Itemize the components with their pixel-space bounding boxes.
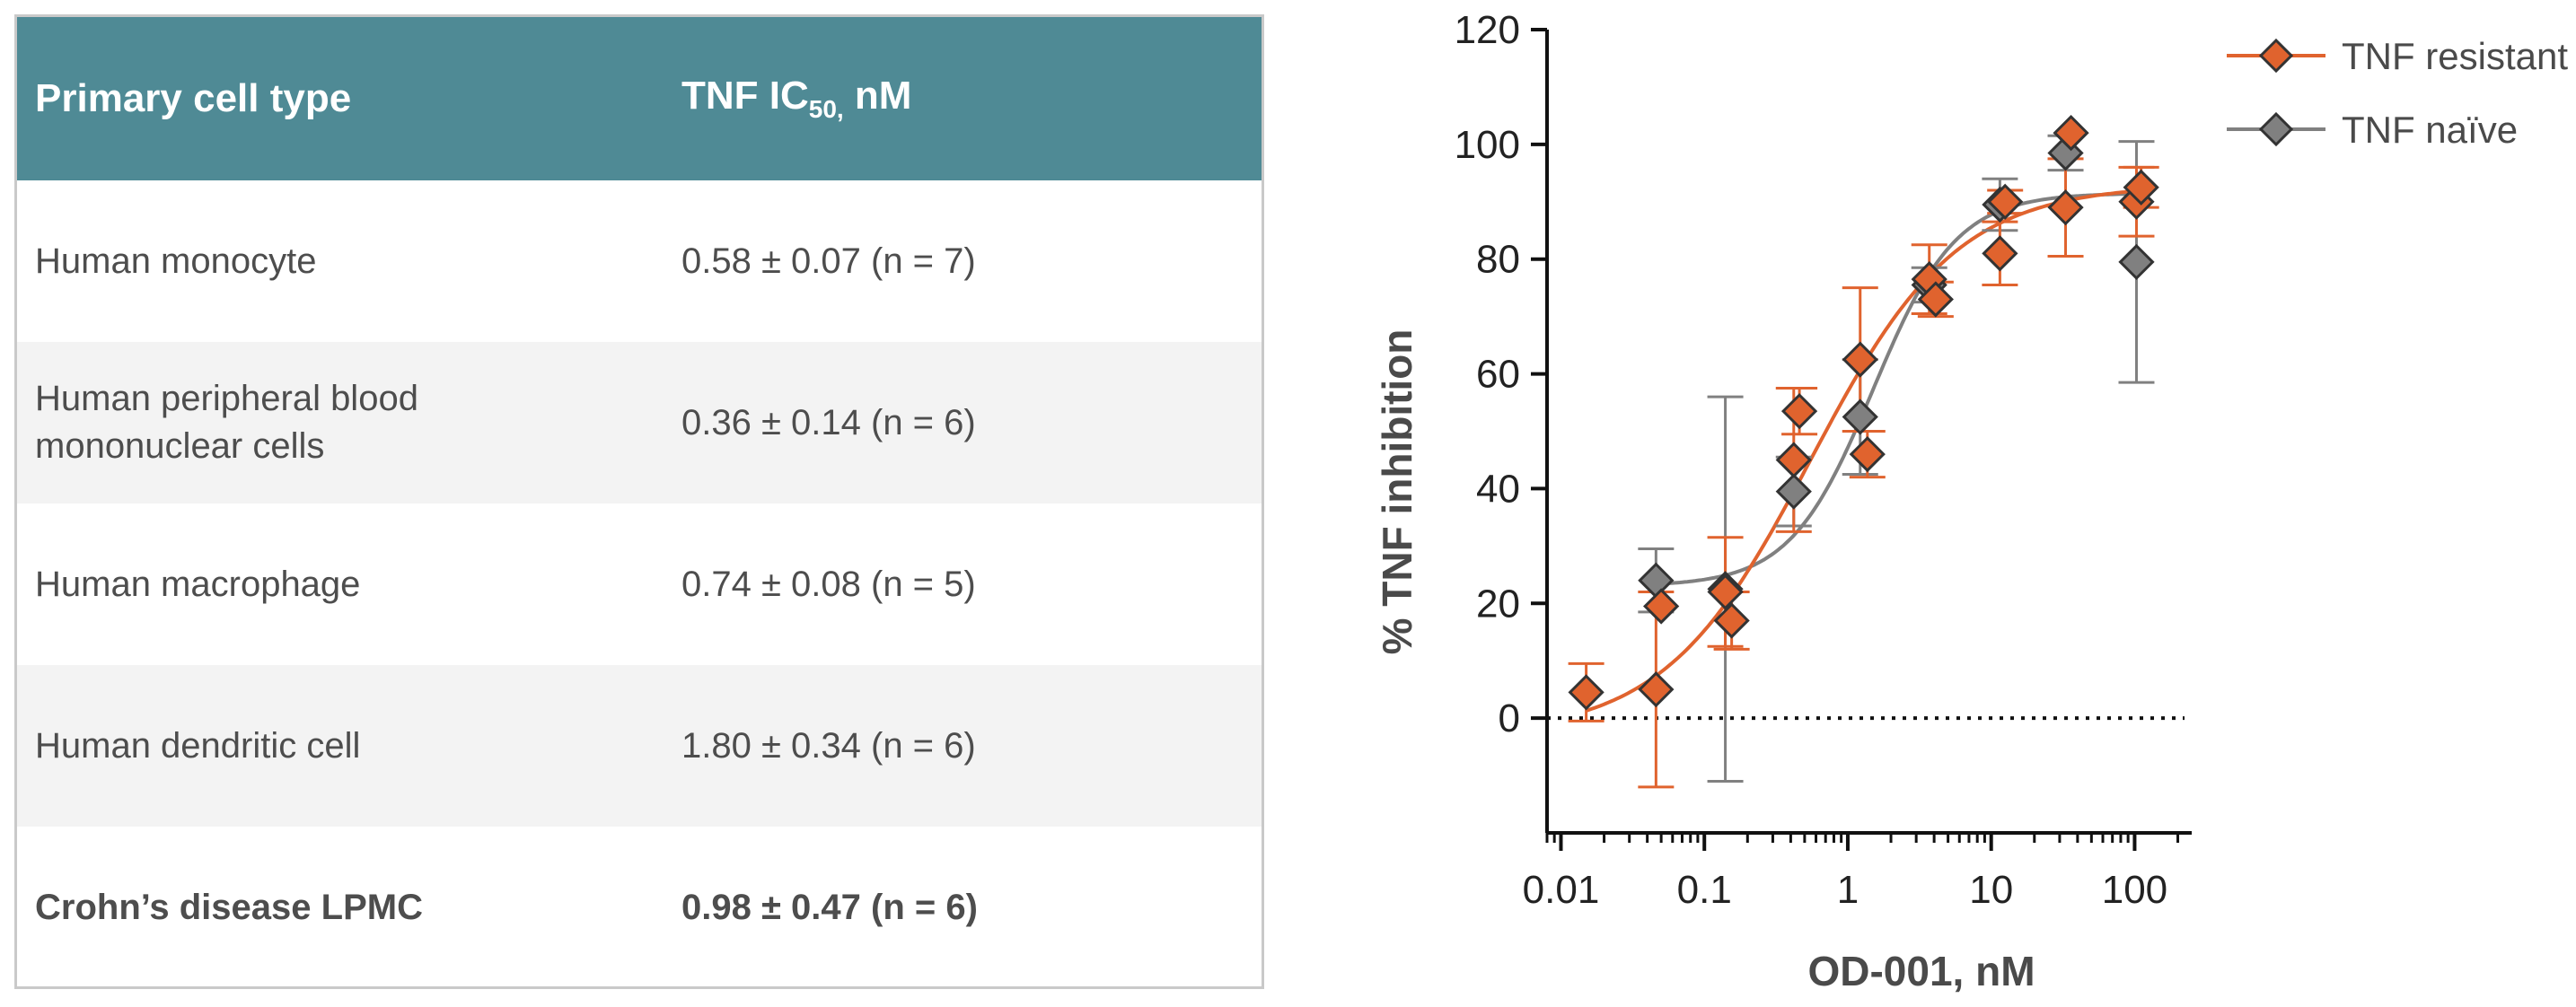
- data-point: [1982, 235, 2018, 272]
- cell-ic50: 1.80 ± 0.34 (n = 6): [681, 725, 976, 766]
- header-cell-type: Primary cell type: [35, 75, 352, 120]
- data-point: [1707, 574, 1744, 610]
- x-tick-label: 0.01: [1523, 868, 1600, 912]
- table-row: Human monocyte 0.58 ± 0.07 (n = 7): [17, 180, 1262, 342]
- y-tick-label: 80: [1476, 238, 1520, 282]
- y-tick-label: 120: [1455, 8, 1520, 52]
- cell-type: Human monocyte: [35, 241, 317, 281]
- data-point: [2118, 243, 2155, 281]
- data-point: [1775, 442, 1812, 478]
- header-ic50-pre: TNF IC: [681, 74, 809, 118]
- data-point: [2053, 114, 2089, 152]
- y-axis-title: % TNF inhibition: [1374, 329, 1420, 655]
- data-point: [1842, 398, 1878, 435]
- x-tick-label: 1: [1837, 868, 1859, 912]
- legend-marker: [2258, 38, 2294, 74]
- ic50-table: Primary cell type TNF IC50, nM Human mon…: [14, 14, 1264, 989]
- data-point: [1780, 393, 1818, 430]
- data-point: [1987, 183, 2024, 220]
- cell-ic50: 0.36 ± 0.14 (n = 6): [681, 402, 976, 442]
- fit-curve: [1656, 192, 2137, 586]
- cell-type: Human macrophage: [35, 564, 361, 604]
- cell-ic50: 0.98 ± 0.47 (n = 6): [681, 887, 978, 927]
- data-point: [1775, 473, 1812, 510]
- data-point: [1643, 588, 1680, 625]
- x-tick-label: 10: [1969, 868, 2013, 912]
- data-point: [1917, 281, 1954, 318]
- x-axis-title: OD-001, nM: [1807, 948, 2035, 994]
- data-point: [1638, 671, 1675, 708]
- data-point: [1842, 341, 1878, 378]
- chart-axes: 0 20 40 60 80 100 120 0.01 0.1 1 10 100: [1455, 8, 2192, 912]
- header-ic50-post: nM: [843, 74, 912, 118]
- y-tick-label: 20: [1476, 582, 1520, 626]
- table-row: Human macrophage 0.74 ± 0.08 (n = 5): [17, 504, 1262, 665]
- cell-type: Human dendritic cell: [35, 725, 361, 766]
- y-tick-label: 60: [1476, 353, 1520, 397]
- table-row: Human dendritic cell 1.80 ± 0.34 (n = 6): [17, 665, 1262, 827]
- data-point: [1568, 674, 1605, 711]
- chart-legend: TNF resistant TNF naïve: [2227, 35, 2568, 151]
- cell-ic50: 0.74 ± 0.08 (n = 5): [681, 564, 976, 604]
- header-ic50-sub: 50,: [808, 94, 844, 123]
- table-header-row: Primary cell type TNF IC50, nM: [17, 17, 1262, 180]
- data-point: [1713, 602, 1750, 639]
- legend-label: TNF naïve: [2342, 109, 2518, 151]
- dose-response-chart: 0 20 40 60 80 100 120 0.01 0.1 1 10 100 TNF resista…: [1374, 8, 2568, 994]
- data-point: [1849, 435, 1886, 473]
- data-points: [1568, 114, 2159, 711]
- y-tick-label: 0: [1499, 696, 1520, 740]
- data-point: [2123, 169, 2159, 206]
- x-tick-label: 100: [2102, 868, 2167, 912]
- y-tick-label: 100: [1455, 123, 1520, 167]
- y-tick-label: 40: [1476, 467, 1520, 511]
- cell-type: Human peripheral blood mononuclear cells: [35, 379, 418, 466]
- table-row: Human peripheral blood mononuclear cells…: [17, 342, 1262, 504]
- x-tick-label: 0.1: [1677, 868, 1732, 912]
- legend-marker: [2258, 111, 2294, 147]
- table-row: Crohn’s disease LPMC 0.98 ± 0.47 (n = 6): [17, 827, 1262, 988]
- legend-label: TNF resistant: [2342, 35, 2568, 77]
- cell-ic50: 0.58 ± 0.07 (n = 7): [681, 241, 976, 281]
- header-ic50: TNF IC50, nM: [681, 74, 911, 124]
- cell-type: Crohn’s disease LPMC: [35, 887, 423, 927]
- data-point: [2047, 189, 2084, 226]
